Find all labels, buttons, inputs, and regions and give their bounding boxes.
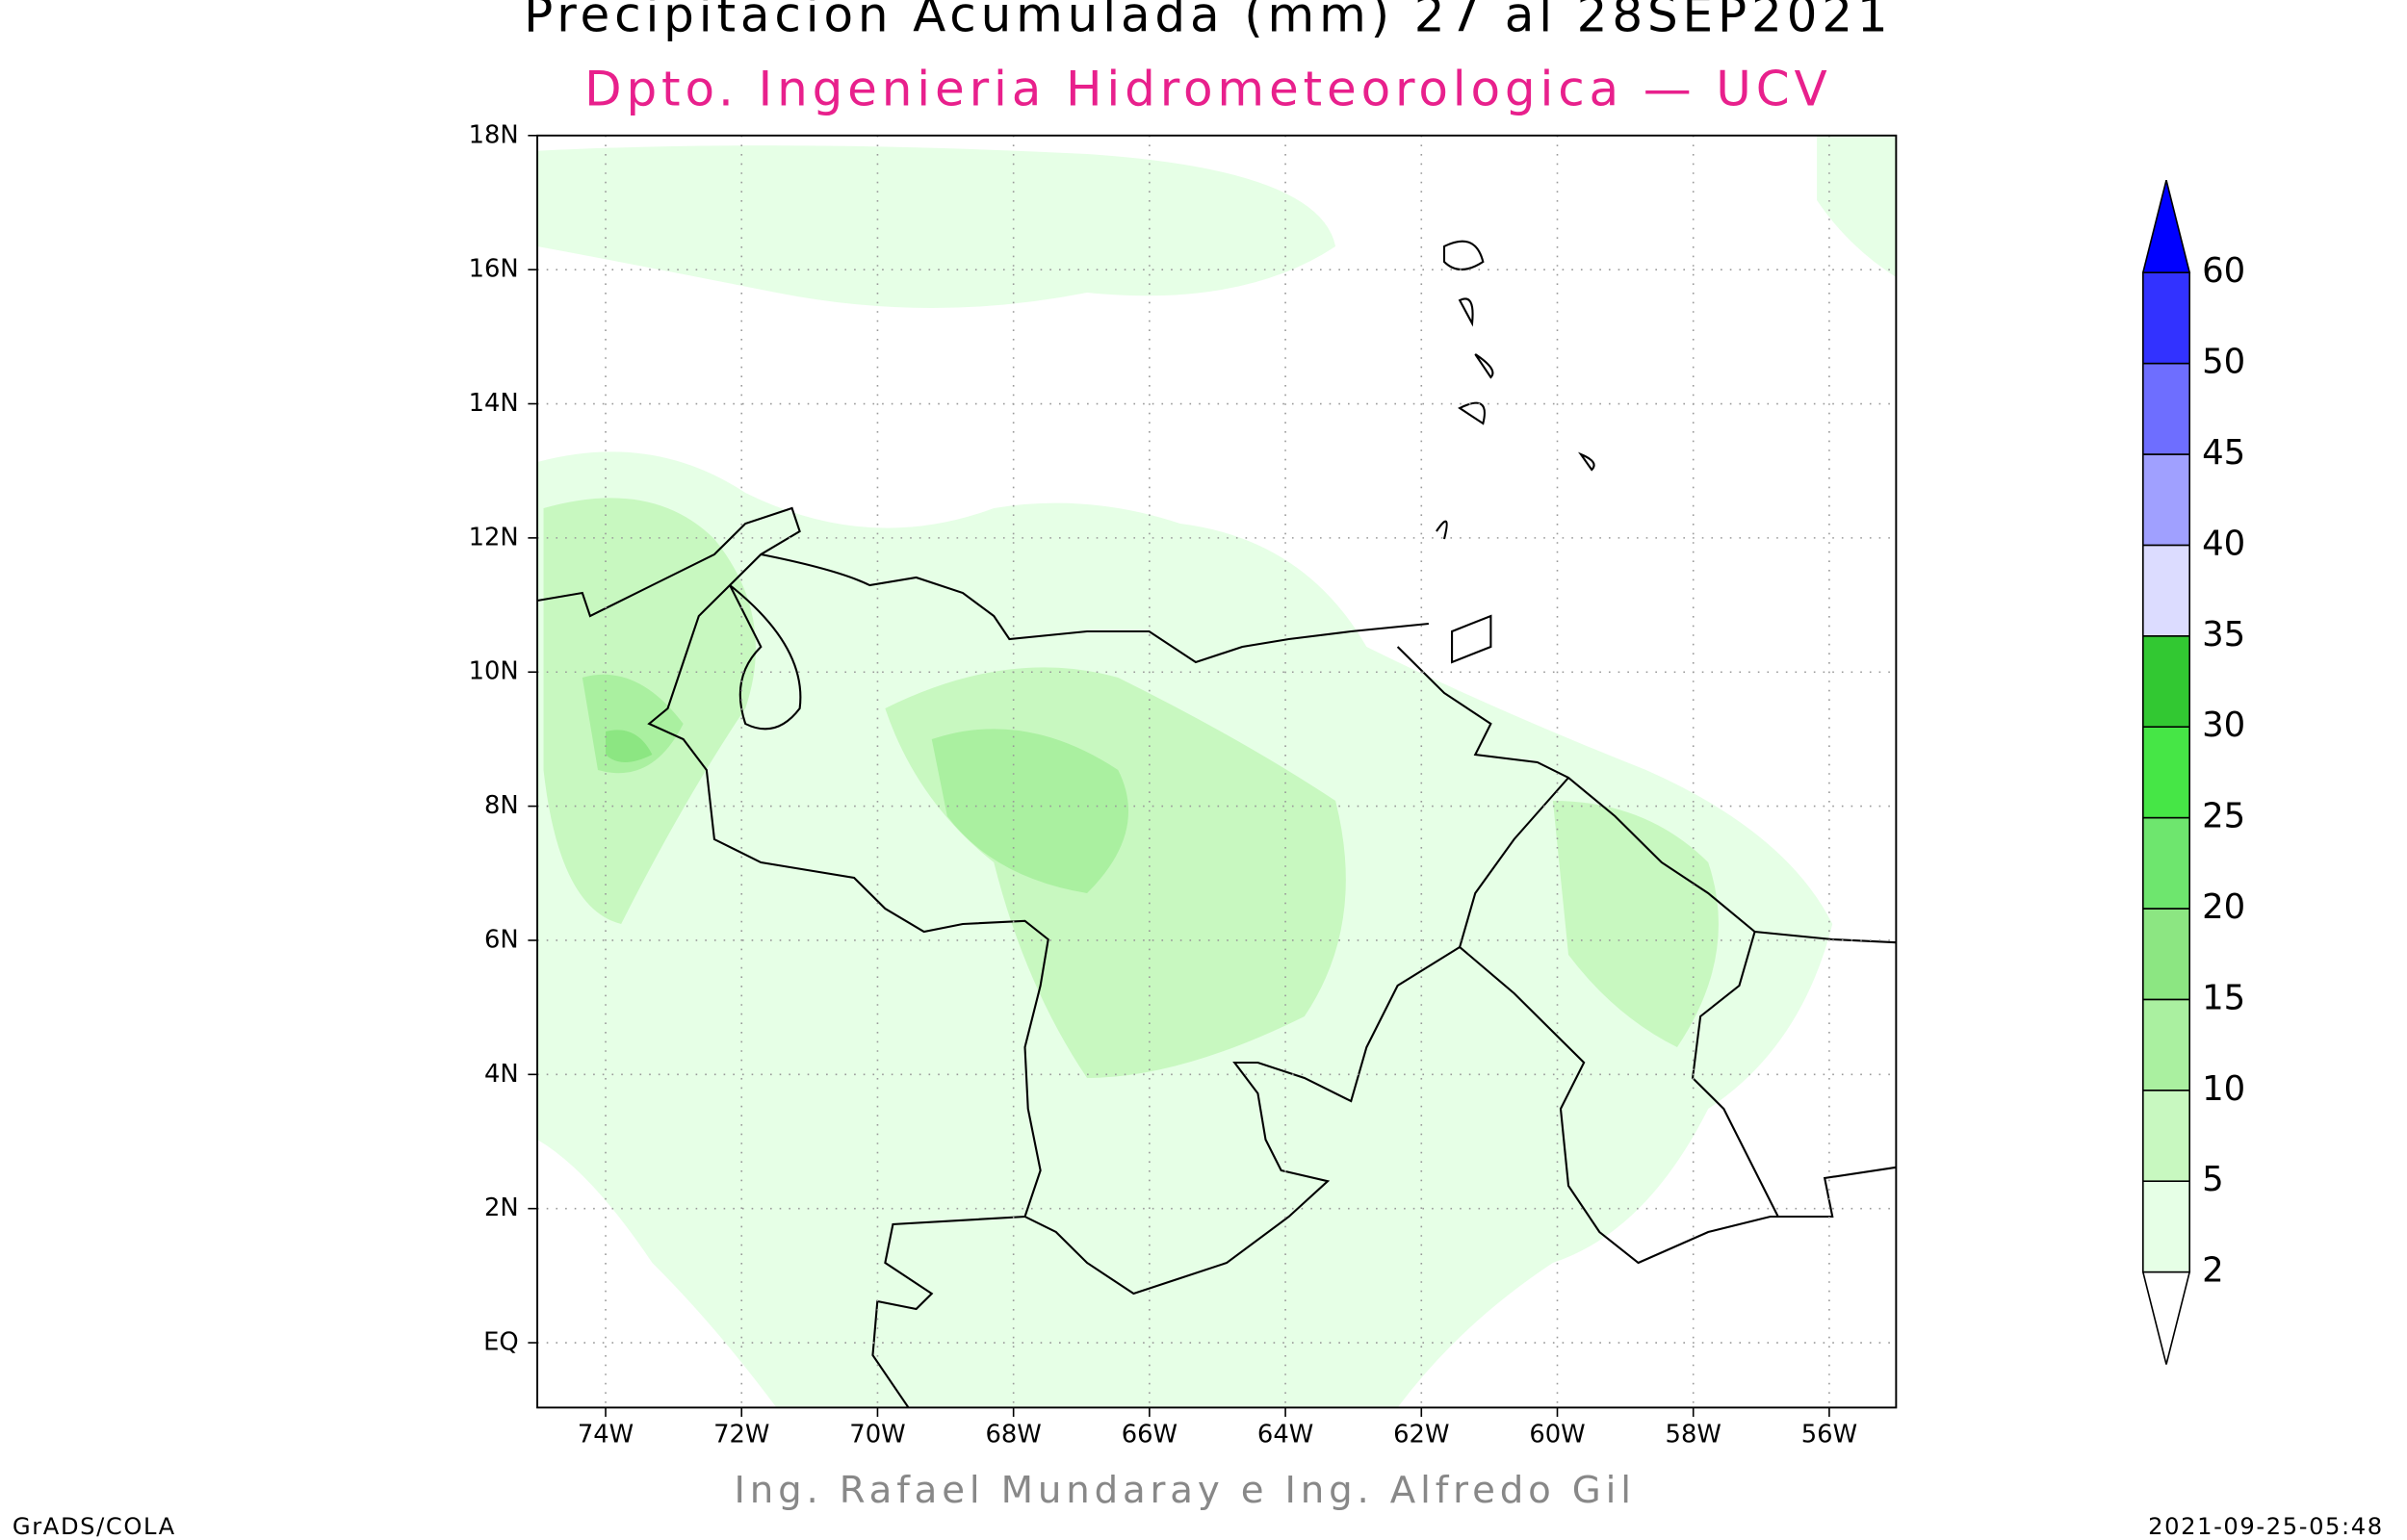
colorbar-swatch	[2142, 1090, 2190, 1182]
colorbar-swatch	[2142, 998, 2190, 1091]
precip-band-2	[1817, 135, 1897, 277]
map-frame	[536, 134, 1898, 1409]
lake	[729, 584, 802, 731]
precip-band-5	[1552, 801, 1719, 1047]
software: GrADS/COLA	[13, 1513, 176, 1540]
lon-label: 56W	[1801, 1421, 1857, 1450]
lat-label: EQ	[483, 1328, 519, 1357]
lon-label: 66W	[1122, 1421, 1178, 1450]
credit: Ing. Rafael Mundaray e Ing. Alfredo Gil	[734, 1469, 1635, 1512]
islands	[1436, 240, 1595, 664]
lon-label: 74W	[578, 1421, 634, 1450]
timestamp: 2021-09-25-05:48	[2148, 1513, 2384, 1540]
colorbar-label: 30	[2202, 706, 2245, 745]
lon-label: 64W	[1257, 1421, 1313, 1450]
lat-label: 4N	[484, 1060, 519, 1089]
lon-label: 70W	[849, 1421, 905, 1450]
colorbar-label: 35	[2202, 615, 2245, 654]
colorbar-label: 20	[2202, 887, 2245, 927]
title: Precipitacion Acumulada (mm) 27 al 28SEP…	[524, 0, 1892, 43]
colorbar-label: 50	[2202, 343, 2245, 382]
colorbar-label: 45	[2202, 433, 2245, 473]
precip-field	[537, 135, 1897, 1408]
precip-band-10	[931, 729, 1129, 893]
precip-band-15	[606, 730, 653, 762]
colorbar-swatch	[2142, 544, 2190, 637]
colorbar-label: 60	[2202, 251, 2245, 291]
lat-label: 14N	[469, 389, 519, 418]
border	[536, 506, 1049, 1408]
coastline	[761, 552, 1429, 664]
lat-label: 8N	[484, 791, 519, 820]
colorbar-swatch	[2142, 362, 2190, 455]
lat-label: 2N	[484, 1194, 519, 1222]
colorbar-label: 2	[2202, 1251, 2224, 1291]
border	[1024, 946, 1461, 1296]
colorbar-swatch	[2142, 816, 2190, 910]
colorbar-over	[2141, 180, 2191, 273]
lat-label: 10N	[469, 657, 519, 686]
colorbar-label: 15	[2202, 978, 2245, 1017]
colorbar-label: 10	[2202, 1069, 2245, 1109]
colorbar-label: 40	[2202, 524, 2245, 563]
lat-label: 6N	[484, 926, 519, 955]
colorbar-under	[2141, 1270, 2191, 1365]
colorbar-swatch	[2142, 271, 2190, 365]
lon-label: 72W	[713, 1421, 769, 1450]
colorbar-swatch	[2142, 908, 2190, 1001]
lon-label: 58W	[1666, 1421, 1721, 1450]
grid: 18N 16N 14N 12N 10N 8N 6N 4N 2N EQ 74W 72W 70W 68W 66W…	[469, 120, 1897, 1450]
lon-label: 62W	[1393, 1421, 1449, 1450]
colorbar-swatch	[2142, 453, 2190, 547]
lon-label: 60W	[1529, 1421, 1585, 1450]
colorbar-swatch	[2142, 726, 2190, 819]
lon-label: 68W	[985, 1421, 1041, 1450]
colorbar-label: 25	[2202, 797, 2245, 836]
subtitle: Dpto. Ingenieria Hidrometeorologica — UC…	[584, 62, 1831, 117]
lat-label: 16N	[469, 255, 519, 284]
colorbar-swatch	[2142, 635, 2190, 728]
colorbar-label: 5	[2202, 1160, 2224, 1199]
lat-label: 12N	[469, 523, 519, 552]
precip-band-2	[537, 145, 1336, 308]
lat-label: 18N	[469, 120, 519, 149]
colorbar-swatch	[2142, 1180, 2190, 1273]
